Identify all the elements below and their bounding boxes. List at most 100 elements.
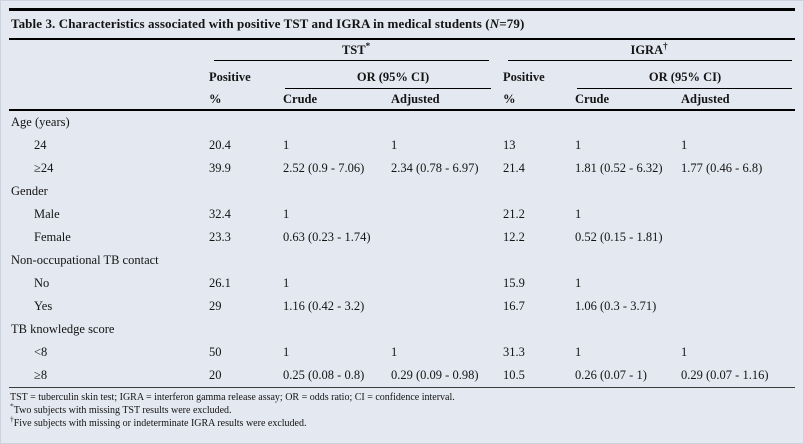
table-body: Age (years) 24 20.4 1 1 13 1 1 ≥24 39.9 … — [9, 110, 795, 387]
tst-positive-cell: 20 — [209, 368, 222, 382]
tst-adjusted-cell — [391, 272, 503, 295]
igra-adjusted-cell — [681, 226, 795, 249]
tst-adjusted-cell — [391, 203, 503, 226]
tst-footnote-marker: * — [365, 40, 371, 51]
igra-percent-header: % — [503, 89, 576, 111]
footnote-tst-exclusion: *Two subjects with missing TST results w… — [10, 401, 232, 416]
tst-positive-cell: 50 — [209, 345, 222, 359]
tst-adjusted-cell: 1 — [391, 345, 398, 359]
tst-label: TST — [341, 43, 366, 57]
igra-positive-cell: 13 — [503, 138, 516, 152]
tst-adjusted-cell: 1 — [391, 138, 398, 152]
tst-group-header: TST* — [209, 40, 503, 61]
tst-positive-cell: 39.9 — [209, 161, 231, 175]
tst-crude-cell: 1 — [283, 276, 290, 290]
igra-positive-cell: 21.4 — [503, 161, 525, 175]
tst-or-ci-header: OR (95% CI) — [283, 61, 503, 89]
results-table: TST* IGRA† Positive OR (95% CI) Positive… — [9, 40, 796, 387]
tst-crude-cell: 1 — [283, 345, 290, 359]
igra-crude-cell: 1.81 (0.52 - 6.32) — [575, 161, 663, 175]
igra-crude-cell: 1 — [575, 207, 582, 221]
footnote-marker: † — [10, 414, 14, 424]
row-label: No — [34, 276, 50, 290]
igra-adjusted-header: Adjusted — [681, 89, 796, 111]
table-title-n: N — [489, 16, 500, 31]
table-row: No 26.1 1 15.9 1 — [9, 272, 795, 295]
igra-crude-cell: 1 — [575, 276, 582, 290]
group-row-tb-contact: Non-occupational TB contact — [9, 249, 795, 272]
igra-label: IGRA — [630, 43, 664, 57]
group-row-gender: Gender — [9, 180, 795, 203]
igra-crude-cell: 0.52 (0.15 - 1.81) — [575, 230, 663, 244]
table-row: <8 50 1 1 31.3 1 1 — [9, 341, 795, 364]
row-label: Female — [34, 230, 71, 244]
igra-positive-cell: 10.5 — [503, 368, 525, 382]
igra-adjusted-cell: 1 — [681, 138, 688, 152]
tst-adjusted-cell: 2.34 (0.78 - 6.97) — [391, 161, 479, 175]
footnote-igra-exclusion: †Five subjects with missing or indetermi… — [10, 414, 307, 429]
igra-adjusted-cell — [681, 203, 795, 226]
table-title-text: Table 3. Characteristics associated with… — [11, 16, 490, 31]
igra-adjusted-cell: 1 — [681, 345, 688, 359]
footnote-abbreviations: TST = tuberculin skin test; IGRA = inter… — [10, 392, 455, 403]
tst-positive-cell: 20.4 — [209, 138, 231, 152]
igra-adjusted-cell — [681, 272, 795, 295]
igra-or-ci-header: OR (95% CI) — [575, 61, 795, 89]
group-label: Non-occupational TB contact — [11, 253, 159, 267]
table-title-suffix: =79) — [499, 16, 525, 31]
igra-group-header: IGRA† — [503, 40, 795, 61]
row-label: <8 — [34, 345, 48, 359]
tst-adjusted-cell — [391, 295, 503, 318]
igra-positive-cell: 12.2 — [503, 230, 525, 244]
igra-crude-cell: 0.26 (0.07 - 1) — [575, 368, 647, 382]
table-row: Male 32.4 1 21.2 1 — [9, 203, 795, 226]
row-label: Yes — [34, 299, 53, 313]
igra-crude-header: Crude — [575, 89, 682, 111]
tst-positive-cell: 29 — [209, 299, 222, 313]
row-label: ≥8 — [34, 368, 48, 382]
header-columns-row: % Crude Adjusted % Crude Adjusted — [9, 89, 796, 111]
group-row-age: Age (years) — [9, 110, 795, 134]
footnote-marker: * — [10, 401, 14, 411]
empty-cell — [9, 61, 209, 89]
igra-adjusted-cell — [681, 295, 795, 318]
table-row: 24 20.4 1 1 13 1 1 — [9, 134, 795, 157]
table-row: Yes 29 1.16 (0.42 - 3.2) 16.7 1.06 (0.3 … — [9, 295, 795, 318]
group-row-tb-knowledge: TB knowledge score — [9, 318, 795, 341]
igra-positive-cell: 15.9 — [503, 276, 525, 290]
tst-positive-header: Positive — [209, 70, 251, 84]
tst-crude-cell: 2.52 (0.9 - 7.06) — [283, 161, 365, 175]
igra-footnote-marker: † — [663, 40, 668, 51]
igra-positive-cell: 21.2 — [503, 207, 525, 221]
tst-crude-cell: 0.63 (0.23 - 1.74) — [283, 230, 371, 244]
tst-percent-header: % — [209, 89, 283, 111]
tst-positive-cell: 26.1 — [209, 276, 231, 290]
header-subgroup-row: Positive OR (95% CI) Positive OR (95% CI… — [9, 61, 795, 89]
igra-adjusted-cell: 1.77 (0.46 - 6.8) — [681, 161, 763, 175]
igra-crude-cell: 1.06 (0.3 - 3.71) — [575, 299, 657, 313]
tst-positive-cell: 23.3 — [209, 230, 231, 244]
tst-crude-header: Crude — [283, 89, 391, 111]
empty-cell — [9, 89, 209, 111]
footnotes: TST = tuberculin skin test; IGRA = inter… — [9, 387, 795, 430]
row-label: Male — [34, 207, 60, 221]
group-label: TB knowledge score — [11, 322, 115, 336]
group-label: Age (years) — [11, 115, 70, 129]
empty-corner-cell — [9, 40, 209, 61]
row-label: ≥24 — [34, 161, 54, 175]
igra-positive-header: Positive — [503, 70, 545, 84]
tst-adjusted-cell: 0.29 (0.09 - 0.98) — [391, 368, 479, 382]
tst-crude-cell: 0.25 (0.08 - 0.8) — [283, 368, 365, 382]
igra-crude-cell: 1 — [575, 345, 582, 359]
igra-positive-cell: 16.7 — [503, 299, 525, 313]
table-row: ≥24 39.9 2.52 (0.9 - 7.06) 2.34 (0.78 - … — [9, 157, 795, 180]
table-title: Table 3. Characteristics associated with… — [9, 8, 795, 40]
igra-crude-cell: 1 — [575, 138, 582, 152]
tst-crude-cell: 1.16 (0.42 - 3.2) — [283, 299, 365, 313]
table-header: TST* IGRA† Positive OR (95% CI) Positive… — [9, 40, 796, 111]
tst-positive-cell: 32.4 — [209, 207, 231, 221]
igra-positive-cell: 31.3 — [503, 345, 525, 359]
table-row: Female 23.3 0.63 (0.23 - 1.74) 12.2 0.52… — [9, 226, 795, 249]
tst-crude-cell: 1 — [283, 207, 290, 221]
